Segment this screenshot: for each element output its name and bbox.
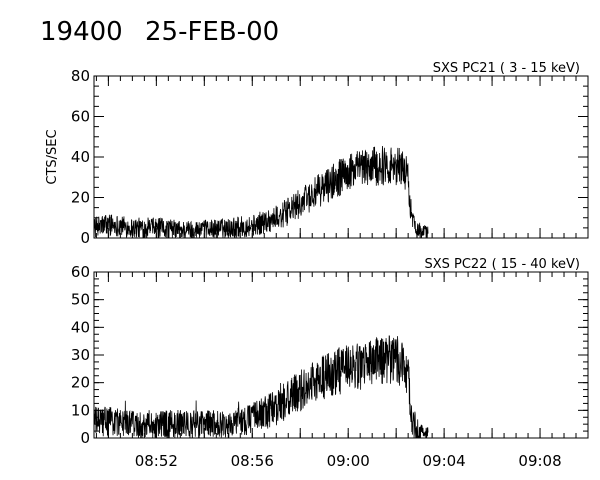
y-tick-label: 40 <box>71 148 90 166</box>
plot-frame <box>93 75 589 239</box>
x-tick-label: 08:52 <box>135 452 178 470</box>
x-tick-label: 09:08 <box>518 452 561 470</box>
chart-panel-top: SXS PC21 ( 3 - 15 keV) 0 20 40 60 80 CTS/SEC <box>45 61 589 247</box>
y-tick-label: 40 <box>71 318 90 336</box>
observation-id: 19400 <box>40 17 123 47</box>
y-tick-label: 20 <box>71 189 90 207</box>
y-tick-label: 80 <box>71 67 90 85</box>
y-tick-label: 20 <box>71 374 90 392</box>
x-tick-label: 08:56 <box>231 452 274 470</box>
x-tick-label: 09:04 <box>422 452 465 470</box>
y-tick-label: 30 <box>71 346 90 364</box>
y-axis-title: CTS/SEC <box>45 129 60 184</box>
y-tick-label: 0 <box>80 429 90 447</box>
panel-title: SXS PC22 ( 15 - 40 keV) <box>424 257 580 272</box>
plot-panels: SXS PC21 ( 3 - 15 keV)020406080CTS/SECSX… <box>45 61 589 470</box>
y-tick-label: 60 <box>71 108 90 126</box>
series-line-top <box>93 146 429 239</box>
y-tick-label: 60 <box>71 263 90 281</box>
series-line-bottom <box>93 335 429 439</box>
chart-panel-bottom: SXS PC22 ( 15 - 40 keV) 0 10 20 30 40 50 60 08:5… <box>71 257 589 470</box>
y-tick-label: 0 <box>80 229 90 247</box>
panel-title: SXS PC21 ( 3 - 15 keV) <box>433 61 580 76</box>
x-tick-label: 09:00 <box>327 452 370 470</box>
observation-date: 25-FEB-00 <box>145 17 279 47</box>
y-tick-label: 10 <box>71 401 90 419</box>
y-tick-label: 50 <box>71 291 90 309</box>
